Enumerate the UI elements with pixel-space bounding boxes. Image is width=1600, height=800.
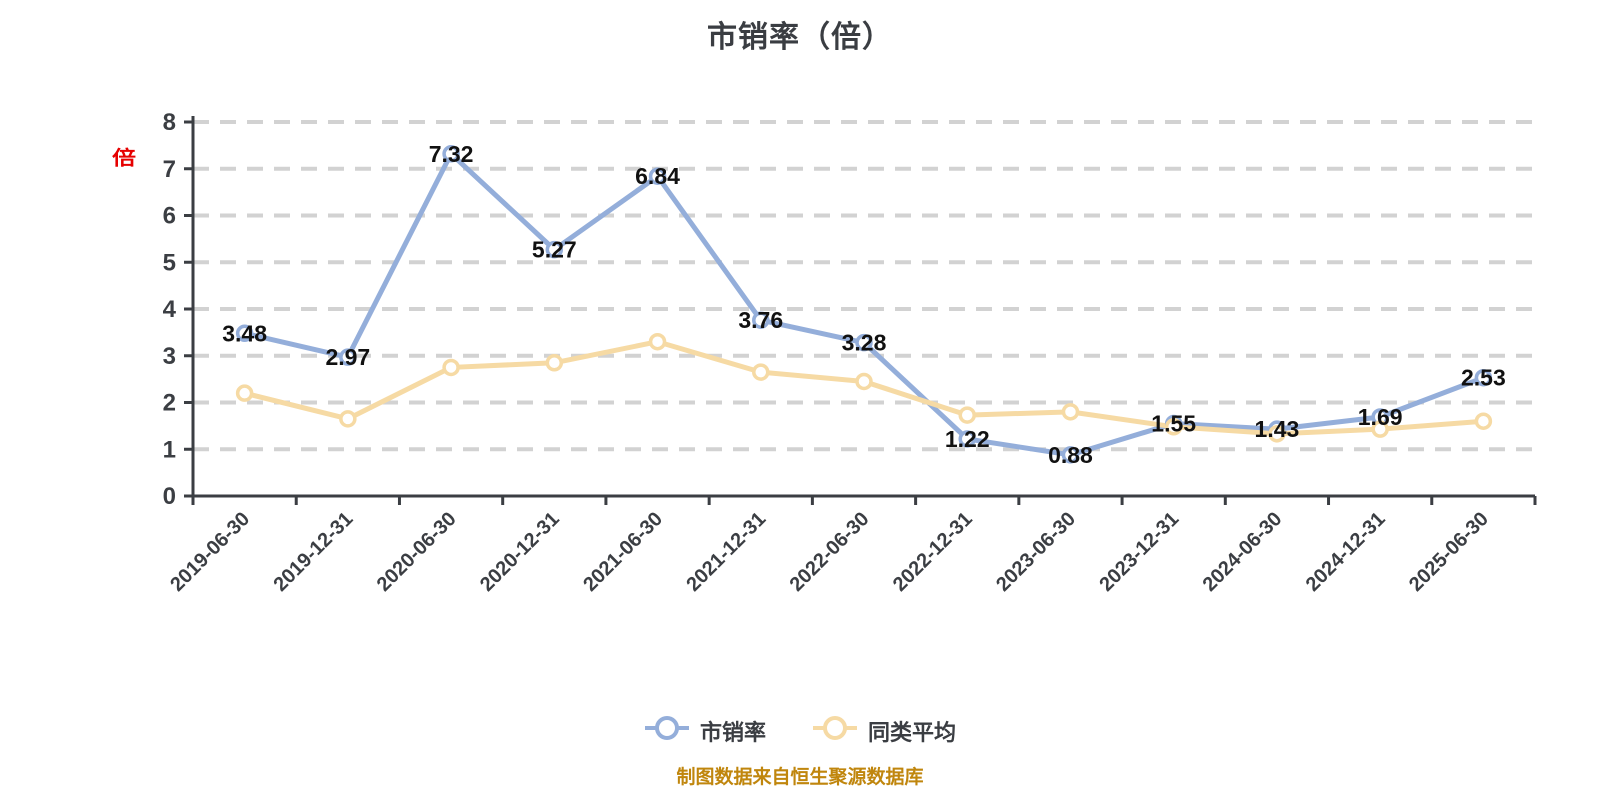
data-point-psr — [1474, 368, 1493, 387]
data-point-psr — [752, 311, 770, 329]
y-tick-label: 5 — [163, 249, 176, 276]
data-point-avg — [752, 363, 770, 381]
x-tick-label: 2022-06-30 — [786, 508, 874, 596]
data-point-avg — [1164, 418, 1183, 436]
legend-item-psr[interactable]: 市销率 — [644, 714, 766, 747]
data-label: 1.43 — [1255, 416, 1300, 442]
data-point-avg — [235, 384, 254, 402]
data-point-avg — [1061, 403, 1080, 421]
x-tick-label: 2022-12-31 — [889, 508, 977, 596]
y-axis-unit-label: 倍 — [112, 147, 136, 170]
x-tick-label: 2025-06-30 — [1405, 508, 1493, 596]
data-point-psr — [1061, 446, 1080, 464]
data-point-avg — [648, 332, 667, 351]
data-point-psr — [855, 333, 873, 352]
y-tick-label: 0 — [163, 483, 176, 510]
x-tick-label: 2023-06-30 — [992, 508, 1080, 596]
data-point-avg — [442, 358, 460, 377]
legend-item-avg[interactable]: 同类平均 — [812, 714, 956, 747]
data-point-avg — [958, 406, 976, 424]
chart-title: 市销率（倍） — [707, 21, 893, 54]
data-point-avg — [855, 372, 873, 391]
data-label: 1.22 — [945, 426, 990, 452]
data-point-avg — [1474, 412, 1493, 430]
legend-label-avg: 同类平均 — [868, 719, 957, 745]
y-tick-label: 1 — [163, 436, 176, 463]
y-tick-label: 4 — [163, 296, 177, 323]
x-tick-label: 2020-06-30 — [373, 508, 461, 596]
data-label: 5.27 — [532, 237, 577, 263]
y-tick-label: 2 — [163, 390, 176, 417]
data-label: 7.32 — [429, 141, 474, 167]
y-tick-label: 3 — [163, 343, 176, 370]
data-point-avg — [1268, 425, 1286, 443]
data-label: 1.55 — [1151, 411, 1196, 437]
x-tick-label: 2020-12-31 — [476, 508, 564, 596]
data-point-avg — [1371, 420, 1389, 438]
line-circle-marker-icon — [812, 714, 858, 747]
x-tick-label: 2024-06-30 — [1199, 508, 1287, 596]
x-tick-label: 2019-06-30 — [166, 508, 254, 596]
data-point-psr — [545, 240, 564, 259]
legend: 市销率 同类平均 — [0, 714, 1600, 747]
data-point-psr — [339, 348, 357, 366]
data-point-avg — [545, 354, 564, 372]
y-tick-label: 6 — [163, 203, 176, 230]
y-tick-label: 8 — [163, 109, 176, 136]
x-tick-label: 2024-12-31 — [1302, 508, 1390, 596]
data-label: 6.84 — [635, 163, 680, 189]
data-label: 1.69 — [1358, 404, 1403, 430]
data-label: 3.76 — [738, 307, 783, 333]
data-point-psr — [648, 167, 667, 185]
x-tick-label: 2021-12-31 — [682, 508, 770, 596]
data-point-avg — [339, 410, 357, 428]
data-point-psr — [958, 430, 976, 448]
x-tick-label: 2019-12-31 — [269, 508, 357, 596]
data-point-psr — [235, 324, 254, 343]
legend-label-psr: 市销率 — [699, 719, 766, 745]
data-label: 3.48 — [222, 320, 267, 346]
y-tick-label: 7 — [163, 156, 176, 183]
series-line-psr — [242, 151, 1486, 458]
line-circle-marker-icon — [644, 714, 690, 747]
data-label: 3.28 — [842, 330, 887, 356]
data-label: 0.88 — [1048, 442, 1093, 468]
data-source-note: 制图数据来自恒生聚源数据库 — [676, 767, 924, 788]
data-label: 2.53 — [1461, 365, 1506, 391]
data-label: 2.97 — [325, 344, 370, 370]
x-tick-label: 2023-12-31 — [1095, 508, 1183, 596]
x-tick-label: 2021-06-30 — [579, 508, 667, 596]
data-point-psr — [442, 145, 460, 163]
